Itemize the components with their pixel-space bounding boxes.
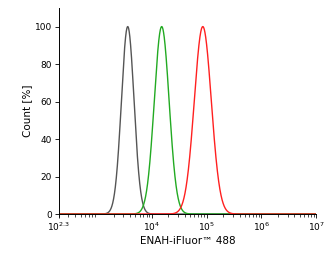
X-axis label: ENAH-iFluor™ 488: ENAH-iFluor™ 488 <box>140 236 235 246</box>
Y-axis label: Count [%]: Count [%] <box>22 85 32 137</box>
